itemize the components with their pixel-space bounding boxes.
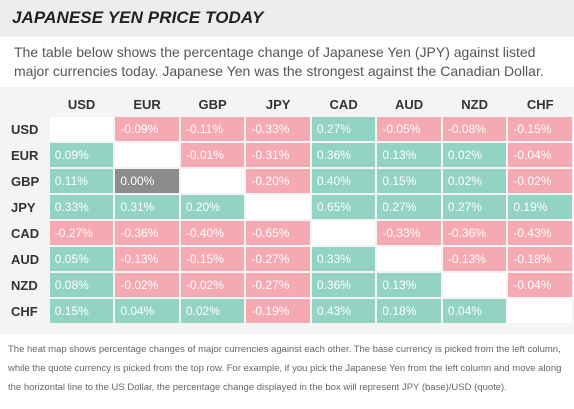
heatmap-cell-nzd-gbp[interactable]: -0.02% bbox=[180, 273, 245, 297]
heatmap-cell-usd-cad[interactable]: 0.27% bbox=[311, 117, 376, 141]
heatmap-cell-usd-gbp[interactable]: -0.11% bbox=[180, 117, 245, 141]
heatmap-cell-eur-cad[interactable]: 0.36% bbox=[311, 143, 376, 167]
heatmap-cell-usd-chf[interactable]: -0.15% bbox=[508, 117, 572, 141]
heatmap-cell-jpy-cad[interactable]: 0.65% bbox=[311, 195, 376, 219]
heatmap-row-eur: EUR 0.09% -0.01% -0.31% 0.36% 0.13% 0.02% -0.04… bbox=[2, 143, 572, 167]
heatmap-cell-gbp-eur[interactable]: 0.00% bbox=[115, 169, 179, 193]
row-header-cad: CAD bbox=[2, 221, 48, 245]
row-header-jpy: JPY bbox=[2, 195, 48, 219]
heatmap-cell-chf-eur[interactable]: 0.04% bbox=[115, 299, 179, 323]
heatmap-cell-cad-chf[interactable]: -0.43% bbox=[508, 221, 572, 245]
heatmap-cell-chf-chf[interactable] bbox=[508, 299, 572, 323]
heatmap-cell-cad-gbp[interactable]: -0.40% bbox=[180, 221, 245, 245]
heatmap-body: USD -0.09% -0.11% -0.33% 0.27% -0.05% -0.08% -0… bbox=[2, 117, 572, 323]
heatmap-row-cad: CAD -0.27% -0.36% -0.40% -0.65% -0.33% -0.36% -… bbox=[2, 221, 572, 245]
column-header-aud: AUD bbox=[377, 93, 441, 115]
heatmap-cell-cad-usd[interactable]: -0.27% bbox=[49, 221, 114, 245]
heatmap-cell-jpy-aud[interactable]: 0.27% bbox=[377, 195, 441, 219]
heatmap-cell-cad-aud[interactable]: -0.33% bbox=[377, 221, 441, 245]
heatmap-cell-eur-nzd[interactable]: 0.02% bbox=[442, 143, 507, 167]
column-header-jpy: JPY bbox=[246, 93, 310, 115]
heatmap-cell-usd-aud[interactable]: -0.05% bbox=[377, 117, 441, 141]
heatmap-table: USD EUR GBP JPY CAD AUD NZD CHF USD -0.09… bbox=[0, 91, 574, 325]
row-header-gbp: GBP bbox=[2, 169, 48, 193]
heatmap-cell-cad-jpy[interactable]: -0.65% bbox=[246, 221, 310, 245]
column-header-nzd: NZD bbox=[442, 93, 507, 115]
heatmap-cell-eur-eur[interactable] bbox=[115, 143, 179, 167]
heatmap-cell-nzd-nzd[interactable] bbox=[442, 273, 507, 297]
heatmap-cell-jpy-usd[interactable]: 0.33% bbox=[49, 195, 114, 219]
heatmap-cell-nzd-usd[interactable]: 0.08% bbox=[49, 273, 114, 297]
heatmap-cell-jpy-nzd[interactable]: 0.27% bbox=[442, 195, 507, 219]
heatmap-cell-gbp-cad[interactable]: 0.40% bbox=[311, 169, 376, 193]
heatmap-cell-gbp-chf[interactable]: -0.02% bbox=[508, 169, 572, 193]
column-header-usd: USD bbox=[49, 93, 114, 115]
heatmap-row-aud: AUD 0.05% -0.13% -0.15% -0.27% 0.33% -0.13% -0.… bbox=[2, 247, 572, 271]
column-header-gbp: GBP bbox=[180, 93, 245, 115]
heatmap-cell-usd-eur[interactable]: -0.09% bbox=[115, 117, 179, 141]
row-header-eur: EUR bbox=[2, 143, 48, 167]
widget-header: JAPANESE YEN PRICE TODAY bbox=[0, 0, 574, 37]
heatmap-cell-usd-jpy[interactable]: -0.33% bbox=[246, 117, 310, 141]
heatmap-cell-aud-gbp[interactable]: -0.15% bbox=[180, 247, 245, 271]
heatmap-cell-chf-nzd[interactable]: 0.04% bbox=[442, 299, 507, 323]
heatmap-row-gbp: GBP 0.11% 0.00% -0.20% 0.40% 0.15% 0.02% -0.02% bbox=[2, 169, 572, 193]
heatmap-cell-jpy-chf[interactable]: 0.19% bbox=[508, 195, 572, 219]
heatmap-cell-gbp-usd[interactable]: 0.11% bbox=[49, 169, 114, 193]
heatmap-cell-cad-eur[interactable]: -0.36% bbox=[115, 221, 179, 245]
heatmap-cell-eur-aud[interactable]: 0.13% bbox=[377, 143, 441, 167]
heatmap-cell-gbp-aud[interactable]: 0.15% bbox=[377, 169, 441, 193]
heatmap-cell-eur-usd[interactable]: 0.09% bbox=[49, 143, 114, 167]
heatmap-cell-aud-eur[interactable]: -0.13% bbox=[115, 247, 179, 271]
heatmap-row-jpy: JPY 0.33% 0.31% 0.20% 0.65% 0.27% 0.27% 0.19% bbox=[2, 195, 572, 219]
column-header-chf: CHF bbox=[508, 93, 572, 115]
heatmap-cell-nzd-eur[interactable]: -0.02% bbox=[115, 273, 179, 297]
heatmap-cell-aud-cad[interactable]: 0.33% bbox=[311, 247, 376, 271]
heatmap-cell-nzd-jpy[interactable]: -0.27% bbox=[246, 273, 310, 297]
column-header-cad: CAD bbox=[311, 93, 376, 115]
row-header-aud: AUD bbox=[2, 247, 48, 271]
widget-title: JAPANESE YEN PRICE TODAY bbox=[12, 8, 264, 27]
heatmap-table-container: USD EUR GBP JPY CAD AUD NZD CHF USD -0.09… bbox=[0, 91, 574, 325]
heatmap-cell-nzd-cad[interactable]: 0.36% bbox=[311, 273, 376, 297]
heatmap-cell-aud-usd[interactable]: 0.05% bbox=[49, 247, 114, 271]
heatmap-cell-aud-nzd[interactable]: -0.13% bbox=[442, 247, 507, 271]
heatmap-cell-usd-nzd[interactable]: -0.08% bbox=[442, 117, 507, 141]
row-header-usd: USD bbox=[2, 117, 48, 141]
heatmap-cell-cad-cad[interactable] bbox=[311, 221, 376, 245]
column-header-row: USD EUR GBP JPY CAD AUD NZD CHF bbox=[2, 93, 572, 115]
heatmap-row-chf: CHF 0.15% 0.04% 0.02% -0.19% 0.43% 0.18% 0.04% bbox=[2, 299, 572, 323]
heatmap-cell-nzd-chf[interactable]: -0.04% bbox=[508, 273, 572, 297]
heatmap-cell-nzd-aud[interactable]: 0.13% bbox=[377, 273, 441, 297]
heatmap-cell-jpy-eur[interactable]: 0.31% bbox=[115, 195, 179, 219]
heatmap-cell-gbp-jpy[interactable]: -0.20% bbox=[246, 169, 310, 193]
heatmap-cell-chf-jpy[interactable]: -0.19% bbox=[246, 299, 310, 323]
heatmap-cell-chf-usd[interactable]: 0.15% bbox=[49, 299, 114, 323]
heatmap-cell-chf-gbp[interactable]: 0.02% bbox=[180, 299, 245, 323]
heatmap-cell-eur-chf[interactable]: -0.04% bbox=[508, 143, 572, 167]
heatmap-row-usd: USD -0.09% -0.11% -0.33% 0.27% -0.05% -0.08% -0… bbox=[2, 117, 572, 141]
corner-cell bbox=[2, 93, 48, 115]
heatmap-cell-jpy-gbp[interactable]: 0.20% bbox=[180, 195, 245, 219]
heatmap-cell-cad-nzd[interactable]: -0.36% bbox=[442, 221, 507, 245]
heatmap-cell-aud-chf[interactable]: -0.18% bbox=[508, 247, 572, 271]
heatmap-cell-gbp-nzd[interactable]: 0.02% bbox=[442, 169, 507, 193]
heatmap-cell-aud-aud[interactable] bbox=[377, 247, 441, 271]
widget-description: The table below shows the percentage cha… bbox=[0, 37, 574, 87]
heatmap-footnote: The heat map shows percentage changes of… bbox=[0, 334, 574, 409]
column-header-eur: EUR bbox=[115, 93, 179, 115]
heatmap-cell-aud-jpy[interactable]: -0.27% bbox=[246, 247, 310, 271]
heatmap-cell-usd-usd[interactable] bbox=[49, 117, 114, 141]
row-header-chf: CHF bbox=[2, 299, 48, 323]
heatmap-cell-jpy-jpy[interactable] bbox=[246, 195, 310, 219]
row-header-nzd: NZD bbox=[2, 273, 48, 297]
heatmap-row-nzd: NZD 0.08% -0.02% -0.02% -0.27% 0.36% 0.13% -0.0… bbox=[2, 273, 572, 297]
heatmap-cell-chf-aud[interactable]: 0.18% bbox=[377, 299, 441, 323]
heatmap-cell-eur-gbp[interactable]: -0.01% bbox=[180, 143, 245, 167]
heatmap-cell-eur-jpy[interactable]: -0.31% bbox=[246, 143, 310, 167]
heatmap-cell-gbp-gbp[interactable] bbox=[180, 169, 245, 193]
heatmap-cell-chf-cad[interactable]: 0.43% bbox=[311, 299, 376, 323]
